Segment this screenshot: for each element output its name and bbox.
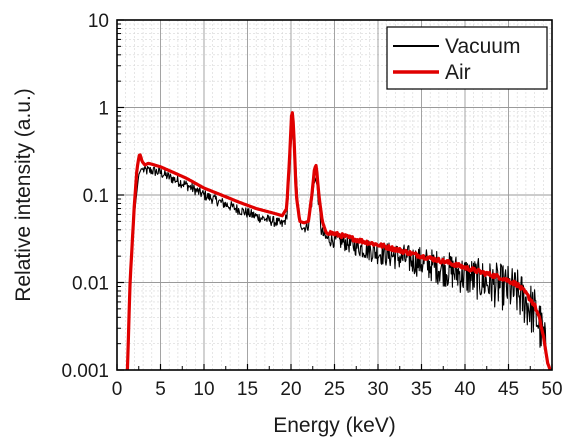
- y-axis-title: Relative intensity (a.u.): [12, 88, 35, 302]
- x-tick-label: 10: [193, 379, 214, 400]
- x-tick-label: 40: [454, 379, 475, 400]
- x-tick-label: 30: [367, 379, 388, 400]
- x-tick-label: 0: [112, 379, 123, 400]
- x-tick-label: 15: [237, 379, 258, 400]
- y-tick-label: 0.01: [72, 274, 109, 295]
- x-axis-title: Energy (keV): [273, 414, 396, 437]
- x-tick-label: 45: [498, 379, 519, 400]
- legend-label-vacuum: Vacuum: [445, 35, 520, 58]
- y-tick-label: 0.001: [61, 361, 109, 382]
- legend: Vacuum Air: [386, 26, 548, 90]
- x-tick-label: 20: [280, 379, 301, 400]
- x-tick-label: 35: [411, 379, 432, 400]
- series-line-air: [125, 111, 552, 371]
- y-tick-label: 10: [88, 11, 109, 32]
- x-tick-label: 50: [541, 379, 562, 400]
- tick-marks: [116, 19, 553, 371]
- x-tick-label: 5: [155, 379, 166, 400]
- series-layer: [125, 111, 552, 371]
- x-tick-label: 25: [324, 379, 345, 400]
- y-tick-label: 1: [98, 99, 109, 120]
- y-tick-label: 0.1: [83, 186, 109, 207]
- tick-labels: 0 5 10 15 20 25 30 35 40 45 50 0.001 0.01 0.1 1 10: [61, 11, 562, 400]
- legend-label-air: Air: [445, 61, 471, 84]
- legend-box: [386, 26, 548, 90]
